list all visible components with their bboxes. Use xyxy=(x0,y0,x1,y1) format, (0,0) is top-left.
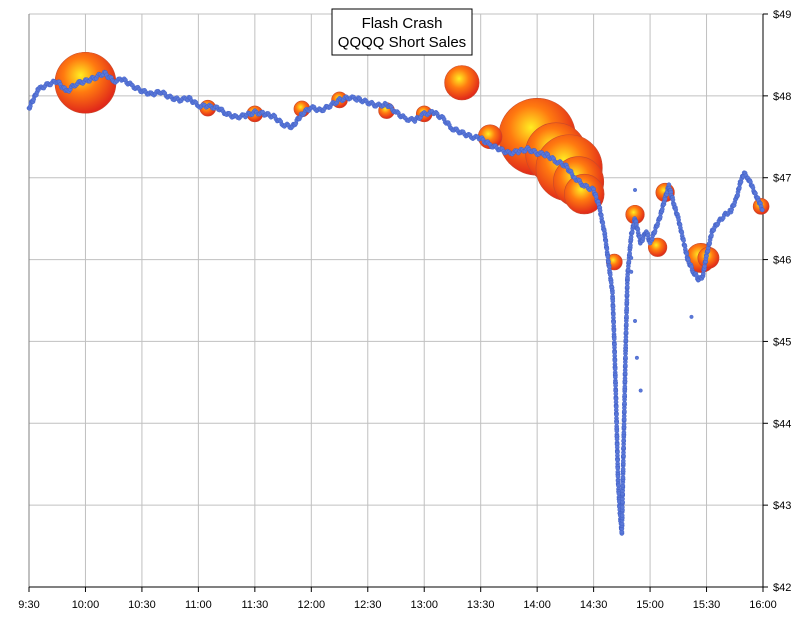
title-box xyxy=(331,8,473,56)
outlier-trade-dot xyxy=(638,388,643,393)
x-tick-label: 13:00 xyxy=(410,599,438,611)
outlier-trade-dot xyxy=(633,318,638,323)
x-tick-label: 9:30 xyxy=(18,599,39,611)
x-tick-label: 14:00 xyxy=(523,599,551,611)
x-tick-label: 11:00 xyxy=(185,599,212,611)
trade-dot xyxy=(681,238,686,243)
outlier-trade-dot xyxy=(629,269,634,274)
outlier-trade-dot xyxy=(629,255,634,260)
outlier-trade-dot xyxy=(634,355,639,360)
x-tick-label: 10:00 xyxy=(72,599,100,611)
x-tick-label: 15:30 xyxy=(693,599,721,611)
x-tick-label: 15:00 xyxy=(636,599,664,611)
y-tick-label: $44 xyxy=(773,418,791,430)
x-tick-label: 12:00 xyxy=(298,599,326,611)
outlier-trade-dot xyxy=(633,187,638,192)
plot-area xyxy=(29,14,763,587)
chart-subtitle: QQQQ Short Sales xyxy=(338,34,466,51)
x-tick-label: 10:30 xyxy=(128,599,156,611)
short-sale-bubble xyxy=(648,237,668,257)
chart-title: Flash Crash xyxy=(362,15,443,32)
outlier-trade-dot xyxy=(689,314,694,319)
trade-dot xyxy=(760,207,765,213)
short-sale-bubble xyxy=(444,65,480,101)
x-tick-label: 12:30 xyxy=(354,599,382,611)
y-tick-label: $45 xyxy=(773,336,791,348)
x-tick-label: 13:30 xyxy=(467,599,495,611)
x-tick-label: 11:30 xyxy=(241,599,268,611)
y-tick-label: $48 xyxy=(773,91,791,103)
y-tick-label: $43 xyxy=(773,500,791,512)
y-tick-label: $46 xyxy=(773,255,791,267)
y-tick-label: $47 xyxy=(773,173,791,185)
x-tick-label: 14:30 xyxy=(580,599,608,611)
short-sale-bubble xyxy=(564,173,605,215)
y-tick-label: $42 xyxy=(773,582,791,594)
x-tick-label: 16:00 xyxy=(749,599,777,611)
y-tick-label: $49 xyxy=(773,9,791,21)
